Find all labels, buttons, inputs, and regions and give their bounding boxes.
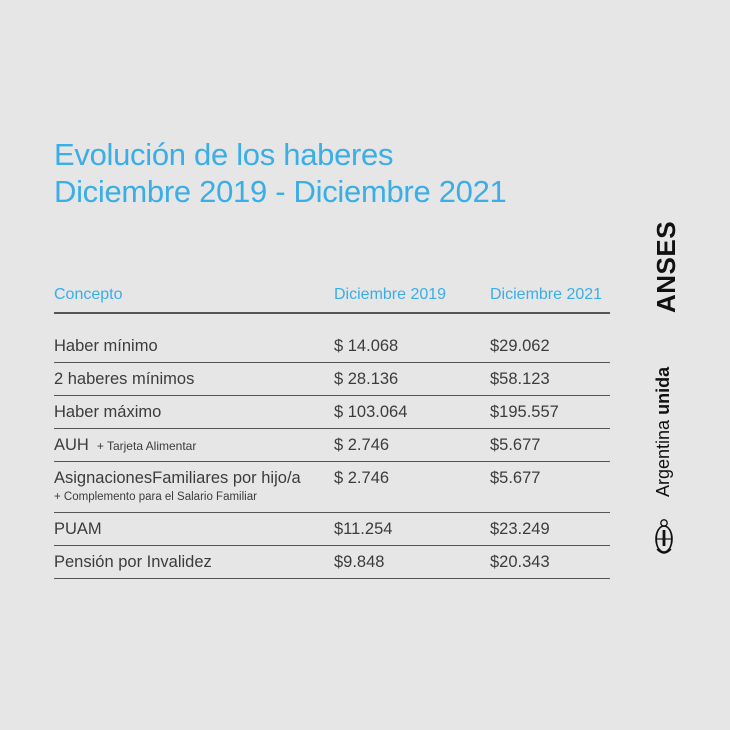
value-2019-cell: $9.848 — [334, 553, 385, 571]
concept-label: AUH — [54, 436, 89, 454]
table-row: Haber mínimo $ 14.068 $29.062 — [54, 330, 610, 363]
coat-of-arms-icon — [654, 517, 674, 566]
concept-cell: Haber máximo — [54, 403, 162, 421]
title-line-2: Diciembre 2019 - Diciembre 2021 — [54, 174, 507, 209]
table-row: PUAM $11.254 $23.249 — [54, 513, 610, 546]
branding-column: ANSES Argentina unida — [643, 0, 683, 730]
table-row: 2 haberes mínimos $ 28.136 $58.123 — [54, 363, 610, 396]
header-dic-2021: Diciembre 2021 — [490, 286, 603, 303]
header-concepto: Concepto — [54, 286, 123, 303]
concept-cell: AsignacionesFamiliares por hijo/a — [54, 469, 301, 487]
concept-cell: AUH + Tarjeta Alimentar — [54, 436, 196, 455]
page-title: Evolución de los haberes Diciembre 2019 … — [54, 136, 507, 210]
header-dic-2019: Diciembre 2019 — [334, 286, 447, 303]
value-2021-cell: $195.557 — [490, 403, 559, 421]
value-2021-cell: $20.343 — [490, 553, 550, 571]
table-row: Pensión por Invalidez $9.848 $20.343 — [54, 546, 610, 579]
value-2021-cell: $29.062 — [490, 337, 550, 355]
concept-cell: Pensión por Invalidez — [54, 553, 212, 571]
value-2019-cell: $ 2.746 — [334, 436, 390, 454]
concept-subnote: + Complemento para el Salario Familiar — [54, 491, 257, 503]
unida-word: unida — [653, 366, 673, 415]
value-2019-cell: $11.254 — [334, 520, 393, 538]
value-2019-cell: $ 103.064 — [334, 403, 408, 421]
concept-note: + Tarjeta Alimentar — [96, 439, 197, 453]
anses-logo: ANSES — [651, 220, 681, 313]
concept-cell: 2 haberes mínimos — [54, 370, 195, 388]
value-2021-cell: $23.249 — [490, 520, 550, 538]
benefits-table: Concepto Diciembre 2019 Diciembre 2021 H… — [54, 280, 610, 579]
value-2019-cell: $ 14.068 — [334, 337, 399, 355]
concept-cell: Haber mínimo — [54, 337, 158, 355]
value-2019-cell: $ 28.136 — [334, 370, 399, 388]
value-2021-cell: $5.677 — [490, 436, 541, 454]
value-2021-cell: $58.123 — [490, 370, 550, 388]
table-row: AsignacionesFamiliares por hijo/a + Comp… — [54, 462, 610, 513]
argentina-word: Argentina — [653, 419, 673, 497]
value-2019-cell: $ 2.746 — [334, 469, 390, 487]
table-row: Haber máximo $ 103.064 $195.557 — [54, 396, 610, 429]
concept-cell: PUAM — [54, 520, 102, 538]
table-row: AUH + Tarjeta Alimentar $ 2.746 $5.677 — [54, 429, 610, 462]
title-line-1: Evolución de los haberes — [54, 137, 394, 172]
argentina-unida-logo: Argentina unida — [653, 367, 674, 497]
table-header: Concepto Diciembre 2019 Diciembre 2021 — [54, 280, 610, 314]
value-2021-cell: $5.677 — [490, 469, 541, 487]
